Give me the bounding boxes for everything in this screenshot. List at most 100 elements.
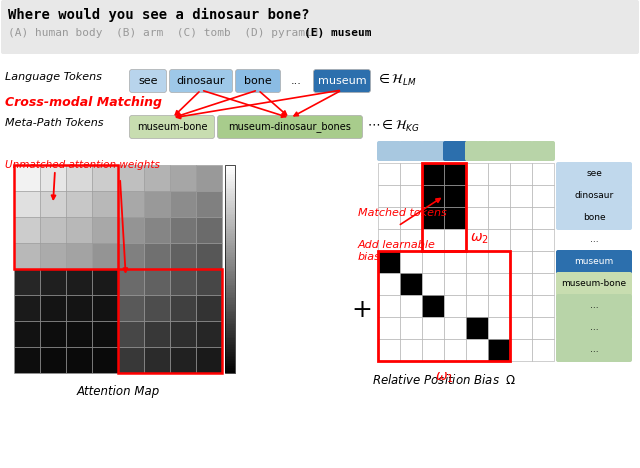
Bar xyxy=(225,306,235,307)
Bar xyxy=(422,163,466,251)
Bar xyxy=(40,269,66,295)
Bar xyxy=(466,229,488,251)
Bar xyxy=(225,205,235,206)
Text: ...: ... xyxy=(291,76,301,86)
Bar xyxy=(225,319,235,321)
Bar xyxy=(40,295,66,321)
Bar xyxy=(225,257,235,259)
Bar xyxy=(532,317,554,339)
FancyBboxPatch shape xyxy=(531,141,555,161)
Text: museum: museum xyxy=(317,76,366,86)
FancyBboxPatch shape xyxy=(509,141,533,161)
Bar xyxy=(400,273,422,295)
Bar xyxy=(118,295,144,321)
Bar xyxy=(466,339,488,361)
Text: (E) museum: (E) museum xyxy=(304,28,371,38)
FancyBboxPatch shape xyxy=(556,206,632,230)
Text: Meta-Path Tokens: Meta-Path Tokens xyxy=(5,118,104,128)
Bar xyxy=(225,288,235,290)
Bar xyxy=(225,172,235,174)
Bar xyxy=(225,243,235,245)
Bar xyxy=(225,364,235,366)
Text: Add learnable
bias: Add learnable bias xyxy=(358,240,436,262)
Bar xyxy=(92,243,118,269)
Bar xyxy=(422,207,444,229)
Bar xyxy=(66,243,92,269)
Text: Relative Position Bias  $\Omega$: Relative Position Bias $\Omega$ xyxy=(372,373,516,387)
Bar xyxy=(225,168,235,170)
Text: Attention Map: Attention Map xyxy=(76,385,159,398)
Bar xyxy=(225,278,235,279)
Bar xyxy=(66,269,92,295)
Bar xyxy=(225,224,235,226)
Bar xyxy=(14,243,40,269)
Bar xyxy=(196,321,222,347)
Bar xyxy=(14,191,40,217)
Bar xyxy=(225,200,235,201)
Bar xyxy=(92,269,118,295)
Bar xyxy=(144,217,170,243)
Bar xyxy=(532,251,554,273)
Bar xyxy=(444,317,466,339)
Bar xyxy=(225,262,235,264)
Bar xyxy=(14,295,40,321)
Bar xyxy=(510,295,532,317)
Bar xyxy=(225,241,235,243)
Bar xyxy=(466,295,488,317)
Bar xyxy=(422,251,444,273)
Bar xyxy=(225,354,235,356)
Bar xyxy=(225,253,235,255)
Bar xyxy=(144,321,170,347)
Bar xyxy=(66,295,92,321)
Bar xyxy=(196,191,222,217)
FancyBboxPatch shape xyxy=(556,272,632,296)
Bar xyxy=(400,339,422,361)
Bar xyxy=(510,207,532,229)
Bar xyxy=(225,198,235,200)
Bar xyxy=(170,217,196,243)
Text: Matched tokens: Matched tokens xyxy=(358,208,447,218)
FancyBboxPatch shape xyxy=(236,70,280,93)
Bar xyxy=(225,234,235,236)
Bar xyxy=(118,217,144,243)
Bar xyxy=(466,251,488,273)
FancyBboxPatch shape xyxy=(556,162,632,186)
Bar xyxy=(225,279,235,281)
Bar xyxy=(66,321,92,347)
FancyBboxPatch shape xyxy=(129,70,166,93)
Bar xyxy=(144,243,170,269)
Bar xyxy=(225,165,235,373)
Bar xyxy=(66,217,92,243)
Bar xyxy=(225,297,235,299)
Bar xyxy=(466,163,488,185)
Text: museum-bone: museum-bone xyxy=(561,279,627,288)
Bar xyxy=(225,260,235,262)
Bar xyxy=(422,295,444,317)
Bar xyxy=(225,222,235,224)
Text: Unmatched attention weights: Unmatched attention weights xyxy=(5,160,160,170)
Bar xyxy=(225,167,235,168)
Bar xyxy=(196,269,222,295)
Bar xyxy=(225,345,235,347)
Bar xyxy=(225,344,235,345)
Bar xyxy=(225,196,235,198)
Bar xyxy=(225,359,235,361)
Bar xyxy=(144,347,170,373)
Bar xyxy=(225,220,235,222)
Bar xyxy=(225,293,235,295)
Bar xyxy=(14,165,118,269)
Bar xyxy=(488,185,510,207)
Bar xyxy=(488,229,510,251)
Bar xyxy=(225,328,235,329)
FancyBboxPatch shape xyxy=(218,116,362,139)
Bar xyxy=(225,203,235,205)
Bar xyxy=(444,251,466,273)
Bar xyxy=(225,208,235,210)
Bar xyxy=(225,264,235,265)
Bar xyxy=(225,304,235,306)
Bar xyxy=(488,273,510,295)
Bar xyxy=(225,176,235,177)
Bar xyxy=(225,186,235,188)
Bar xyxy=(400,185,422,207)
FancyBboxPatch shape xyxy=(1,0,639,54)
